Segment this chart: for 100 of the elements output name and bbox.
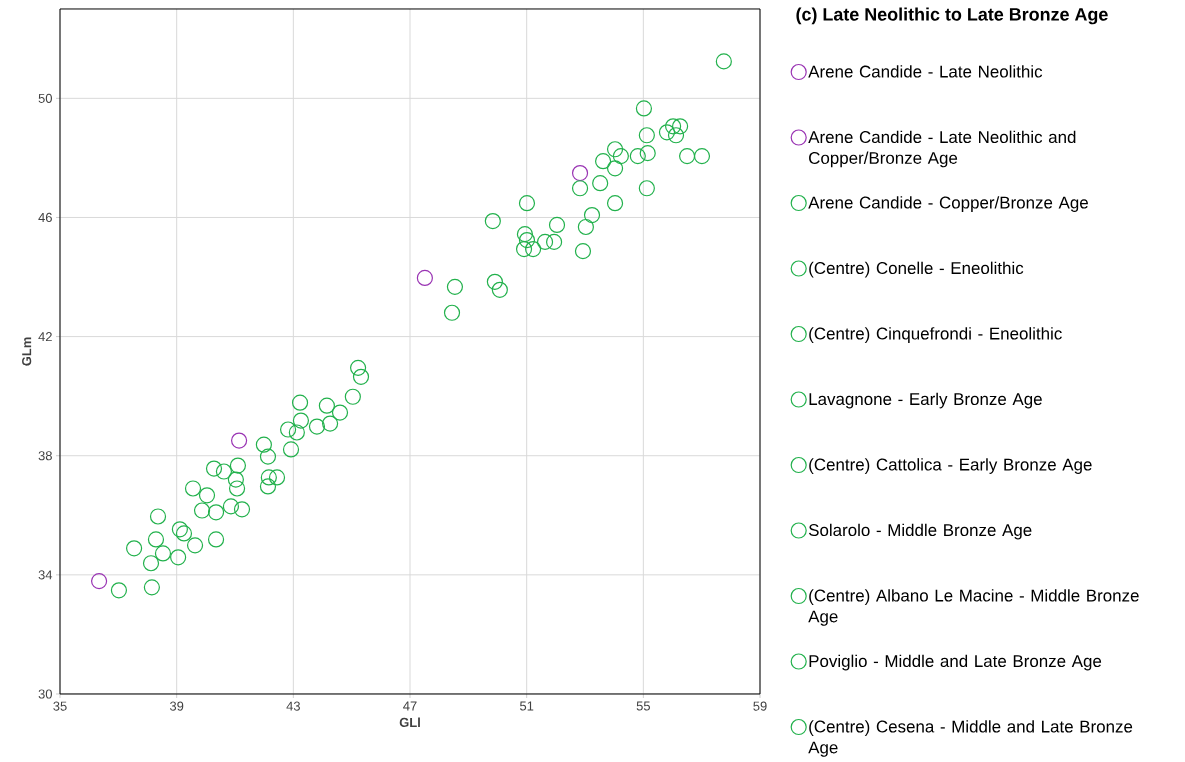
point xyxy=(186,537,204,554)
point xyxy=(233,501,251,518)
point xyxy=(571,164,589,182)
point xyxy=(288,424,305,441)
point xyxy=(638,180,655,197)
legend-label: (Centre) Albano Le Macine - Middle Bronze Age xyxy=(808,589,1139,626)
point xyxy=(516,226,534,243)
point xyxy=(352,368,370,385)
point xyxy=(612,148,629,165)
point xyxy=(571,180,589,197)
legend-label: (Centre) Cattolica - Early Bronze Age xyxy=(809,458,1092,474)
legend-label: (Centre) Conelle - Eneolithic xyxy=(809,261,1024,278)
legend-label: Arene Candide - Late Neolithic xyxy=(808,65,1043,78)
point xyxy=(606,195,624,212)
point xyxy=(349,359,367,376)
point xyxy=(205,460,223,477)
x-tick-label: 59 xyxy=(753,701,767,711)
point xyxy=(518,232,536,249)
legend-label: Poviglio - Middle and Late Bronze Age xyxy=(809,654,1102,671)
x-tick-label: 35 xyxy=(53,701,67,711)
point xyxy=(90,573,108,590)
point xyxy=(268,469,286,486)
point xyxy=(536,233,554,250)
point xyxy=(142,555,160,572)
point xyxy=(658,124,676,141)
point xyxy=(594,153,612,170)
y-tick-label: 50 xyxy=(38,93,52,103)
point xyxy=(193,502,211,519)
point xyxy=(259,448,277,465)
point xyxy=(484,212,501,230)
x-tick-label: 51 xyxy=(519,701,534,711)
x-tick-label: 47 xyxy=(403,701,417,711)
point xyxy=(639,145,656,162)
point xyxy=(416,269,433,287)
point xyxy=(635,100,653,117)
point xyxy=(170,549,187,566)
point xyxy=(443,304,461,321)
point xyxy=(207,504,225,521)
point xyxy=(282,441,300,458)
point xyxy=(678,148,696,165)
x-tick-label: 43 xyxy=(286,701,300,711)
y-tick-label: 42 xyxy=(38,332,52,342)
point xyxy=(230,432,248,449)
point xyxy=(291,394,309,411)
point xyxy=(546,233,563,250)
point xyxy=(198,487,216,504)
point xyxy=(664,118,682,135)
point xyxy=(592,175,609,192)
point xyxy=(671,118,689,135)
y-tick-label: 38 xyxy=(38,451,52,461)
point xyxy=(486,273,503,290)
point xyxy=(207,531,225,548)
point xyxy=(344,388,361,405)
point xyxy=(175,525,193,542)
legend-label: Solarolo - Middle Bronze Age xyxy=(808,523,1032,540)
y-axis-title: GLm xyxy=(22,337,32,366)
legend-label: Lavagnone - Early Bronze Age xyxy=(809,392,1042,409)
point xyxy=(318,397,335,414)
point xyxy=(515,240,533,258)
point xyxy=(693,148,711,165)
point xyxy=(321,415,339,432)
point xyxy=(184,480,202,497)
point xyxy=(260,469,277,486)
point xyxy=(491,281,508,298)
point xyxy=(606,160,624,177)
point xyxy=(667,127,685,144)
point xyxy=(331,404,349,421)
point xyxy=(446,278,464,295)
x-axis-title: GLl xyxy=(399,717,420,728)
point xyxy=(229,457,247,474)
x-tick-label: 55 xyxy=(636,701,650,711)
point xyxy=(279,421,297,438)
point xyxy=(548,216,566,234)
point xyxy=(110,582,128,599)
point xyxy=(292,412,310,429)
x-tick-label: 39 xyxy=(169,701,184,711)
y-tick-label: 34 xyxy=(38,570,53,580)
legend-label: Arene Candide - Late Neolithic and Copper/Bronze Age xyxy=(808,130,1076,168)
point xyxy=(259,478,277,495)
point xyxy=(143,579,160,596)
point xyxy=(147,531,165,548)
point xyxy=(574,243,592,260)
point xyxy=(222,498,240,515)
point xyxy=(154,545,172,562)
point xyxy=(125,540,143,557)
point xyxy=(606,141,624,158)
legend-label: Arene Candide - Copper/Bronze Age xyxy=(808,196,1088,212)
text: (c) Late Neolithic to Late Bronze Age xyxy=(796,7,1108,25)
y-tick-label: 46 xyxy=(38,212,52,223)
point xyxy=(255,436,272,453)
point xyxy=(583,206,601,224)
point xyxy=(149,508,167,525)
point xyxy=(215,463,233,480)
point xyxy=(629,148,646,165)
legend-label: (Centre) Cesena - Middle and Late Bronze Age xyxy=(808,720,1133,757)
point xyxy=(638,127,655,144)
point xyxy=(171,521,188,538)
point xyxy=(577,218,594,236)
point xyxy=(228,480,246,497)
point xyxy=(518,195,536,212)
